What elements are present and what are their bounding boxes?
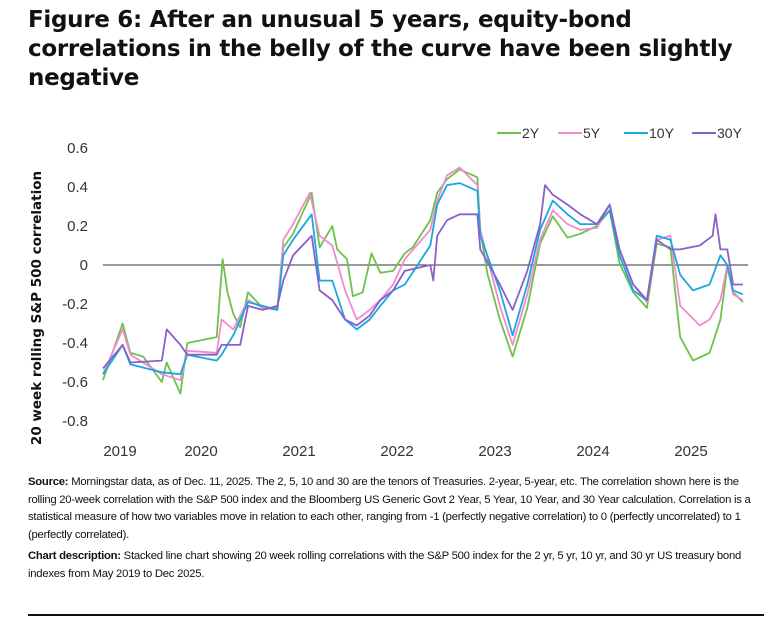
y-tick-label: 0.4 [67,179,88,196]
legend-item-30y: 30Y [692,125,743,141]
series-line-5y [102,166,744,381]
source-note: Source: Morningstar data, as of Dec. 11,… [28,474,758,544]
x-tick-label: 2022 [380,443,413,460]
y-tick-label: -0.6 [62,374,88,391]
y-tick-label: 0 [80,257,88,274]
legend-label: 5Y [583,125,601,141]
y-tick-label: 0.6 [67,140,88,157]
chart-description: Chart description: Stacked line chart sh… [28,548,758,583]
legend-item-10y: 10Y [624,125,675,141]
legend-label: 30Y [717,125,743,141]
legend-item-2y: 2Y [497,125,540,141]
x-tick-label: 2021 [282,443,315,460]
y-axis-label: 20 week rolling S&P 500 correlation [29,171,45,445]
description-text: Stacked line chart showing 20 week rolli… [28,550,742,580]
chart-title: Figure 6: After an unusual 5 years, equi… [28,7,733,91]
x-tick-label: 2019 [103,443,136,460]
source-label: Source: [28,476,69,488]
description-label: Chart description: [28,550,121,562]
series-line-10y [102,182,744,376]
legend-label: 10Y [649,125,675,141]
x-tick-label: 2024 [576,443,609,460]
series-line-2y [102,168,744,395]
y-tick-label: -0.8 [62,413,88,430]
x-tick-label: 2025 [674,443,707,460]
legend-item-5y: 5Y [558,125,601,141]
y-tick-label: -0.2 [62,296,88,313]
y-tick-label: 0.2 [67,218,88,235]
y-tick-label: -0.4 [62,335,88,352]
series-line-30y [102,184,743,369]
line-chart: 20 week rolling S&P 500 correlation 0.6 0… [29,125,748,460]
x-tick-label: 2020 [184,443,217,460]
source-text: Morningstar data, as of Dec. 11, 2025. T… [28,476,751,541]
legend-label: 2Y [522,125,540,141]
x-tick-label: 2023 [478,443,511,460]
divider [28,614,764,616]
